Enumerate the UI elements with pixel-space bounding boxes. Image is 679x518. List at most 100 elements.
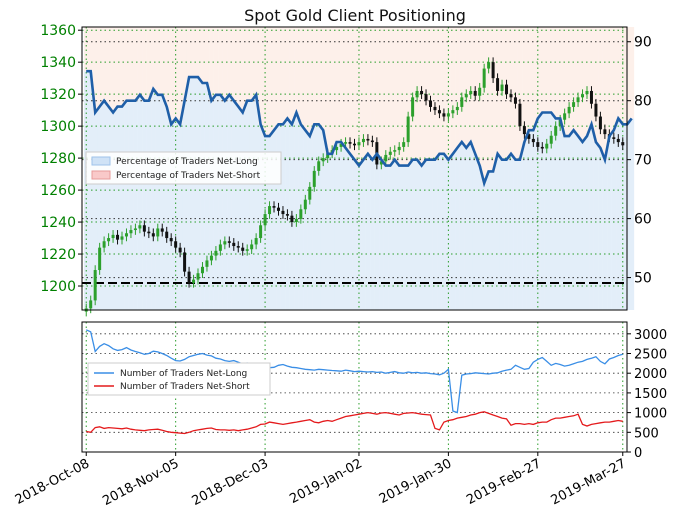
net-long-area-slice bbox=[222, 100, 228, 311]
net-short-area-slice bbox=[280, 27, 286, 125]
candle-body bbox=[429, 100, 433, 107]
candle-body bbox=[402, 142, 406, 147]
net-short-area-slice bbox=[602, 27, 608, 160]
net-short-area-slice bbox=[338, 27, 344, 142]
net-long-area-slice bbox=[629, 118, 635, 311]
net-short-area-slice bbox=[629, 27, 635, 119]
net-short-area-slice bbox=[548, 27, 554, 113]
candle-body bbox=[276, 207, 280, 211]
net-short-area-slice bbox=[450, 27, 456, 154]
candle-body bbox=[554, 126, 558, 136]
candle-body bbox=[482, 68, 486, 88]
net-long-area-slice bbox=[191, 77, 196, 310]
net-long-percentage-line bbox=[86, 69, 633, 188]
right-tick-label: 60 bbox=[634, 212, 652, 228]
candle-body bbox=[455, 106, 459, 111]
net-long-area-slice bbox=[303, 130, 308, 310]
net-short-area-slice bbox=[352, 27, 357, 160]
left-tick-label: 1360 bbox=[40, 23, 76, 39]
left-axis-ticks: 1200 1220 1240 1260 1280 1300 1320 1340 1360 bbox=[40, 23, 82, 295]
top-legend-box bbox=[85, 151, 282, 185]
net-long-area-slice bbox=[401, 165, 407, 310]
net-long-area-slice bbox=[124, 100, 129, 311]
net-short-area-slice bbox=[361, 27, 366, 160]
net-short-area-slice bbox=[540, 27, 545, 113]
net-long-area-slice bbox=[557, 118, 563, 311]
net-long-area-slice bbox=[459, 141, 465, 310]
net-long-area-slice bbox=[209, 100, 214, 311]
net-long-area-slice bbox=[396, 165, 402, 310]
net-short-area-slice bbox=[227, 27, 232, 95]
net-short-area-slice bbox=[231, 27, 237, 101]
net-short-area-slice bbox=[486, 27, 492, 172]
net-short-area-slice bbox=[84, 27, 89, 72]
candle-body bbox=[205, 260, 209, 267]
net-short-area-slice bbox=[593, 27, 599, 142]
net-short-area-slice bbox=[244, 27, 250, 101]
candle-body bbox=[598, 116, 602, 130]
candle-body bbox=[505, 84, 509, 95]
candle-body bbox=[411, 97, 415, 117]
net-long-area-slice bbox=[513, 159, 518, 310]
net-long-area-slice bbox=[361, 159, 366, 310]
net-long-area-slice bbox=[423, 159, 429, 310]
count-tick-label: 3000 bbox=[634, 328, 667, 343]
net-long-area-slice bbox=[119, 106, 125, 310]
net-long-area-slice bbox=[414, 159, 420, 310]
candle-body bbox=[478, 87, 482, 96]
net-short-area-slice bbox=[253, 27, 259, 95]
net-long-area-slice bbox=[477, 165, 483, 310]
net-short-area-slice bbox=[553, 27, 559, 119]
candle-body bbox=[236, 246, 240, 248]
net-long-area-slice bbox=[432, 159, 438, 310]
net-long-area-slice bbox=[580, 141, 585, 310]
candle-body bbox=[178, 247, 182, 253]
net-long-area-slice bbox=[84, 71, 89, 310]
candle-body bbox=[272, 206, 276, 208]
net-long-area-slice bbox=[160, 94, 165, 310]
net-long-area-slice bbox=[320, 130, 326, 310]
net-long-area-slice bbox=[236, 106, 241, 310]
candle-body bbox=[460, 97, 464, 107]
net-long-area-slice bbox=[258, 124, 264, 310]
candle-body bbox=[254, 238, 258, 245]
net-long-area-slice bbox=[428, 159, 433, 310]
net-long-area-slice bbox=[544, 112, 550, 310]
candle-body bbox=[250, 244, 254, 250]
net-long-area-slice bbox=[356, 165, 362, 310]
net-long-area-slice bbox=[227, 94, 232, 310]
candle-body bbox=[160, 228, 164, 232]
net-long-area-slice bbox=[495, 153, 501, 310]
x-tick-label: 2019-Feb-27 bbox=[464, 456, 543, 508]
count-tick-label: 1500 bbox=[634, 387, 667, 402]
candle-body bbox=[129, 230, 133, 234]
right-axis-ticks: 50 60 70 80 90 bbox=[627, 35, 652, 287]
legend-label-net-short: Percentage of Traders Net-Short bbox=[116, 171, 261, 181]
net-long-area-slice bbox=[92, 112, 98, 310]
candle-body bbox=[192, 279, 196, 283]
net-long-area-slice bbox=[312, 124, 317, 310]
net-short-area-slice bbox=[133, 27, 138, 101]
net-short-area-slice bbox=[531, 27, 536, 131]
net-long-area-slice bbox=[405, 165, 411, 310]
net-long-area-slice bbox=[441, 153, 447, 310]
net-short-area-slice bbox=[160, 27, 165, 95]
net-long-area-slice bbox=[374, 153, 380, 310]
net-short-area-slice bbox=[186, 27, 192, 78]
net-long-area-slice bbox=[481, 183, 487, 310]
net-long-area-slice bbox=[437, 153, 442, 310]
candle-body bbox=[147, 231, 151, 234]
net-long-area-slice bbox=[329, 153, 335, 310]
net-long-area-slice bbox=[540, 112, 545, 310]
candle-body bbox=[545, 143, 549, 149]
net-short-area-slice bbox=[464, 27, 469, 148]
net-short-area-slice bbox=[526, 27, 532, 131]
candle-body bbox=[406, 116, 410, 143]
candle-body bbox=[98, 247, 102, 271]
legend-swatch-net-short bbox=[91, 170, 111, 180]
candle-body bbox=[245, 249, 249, 251]
candle-body bbox=[93, 270, 97, 301]
net-long-area-slice bbox=[177, 124, 183, 310]
candle-body bbox=[433, 106, 437, 111]
net-long-area-slice bbox=[490, 171, 496, 310]
